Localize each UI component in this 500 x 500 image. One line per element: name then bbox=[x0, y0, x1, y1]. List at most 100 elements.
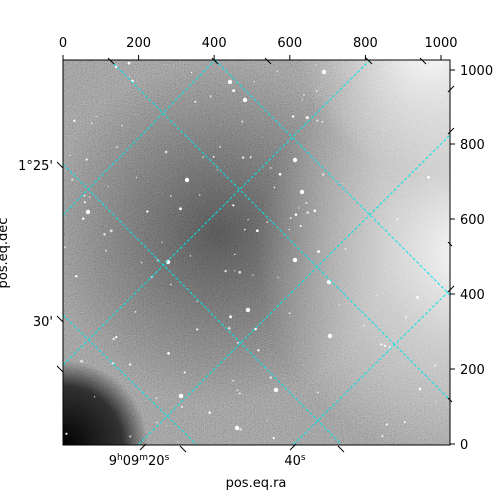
star bbox=[427, 61, 430, 64]
star bbox=[146, 210, 149, 213]
top-tick-label: 0 bbox=[59, 36, 67, 51]
star bbox=[236, 341, 239, 344]
star bbox=[184, 177, 190, 183]
star bbox=[338, 304, 341, 306]
star bbox=[299, 189, 305, 195]
star bbox=[257, 349, 260, 352]
grid-edge-tick bbox=[337, 445, 345, 453]
star bbox=[433, 364, 437, 367]
star bbox=[301, 99, 303, 101]
grid-line bbox=[109, 60, 450, 401]
star bbox=[249, 156, 252, 159]
star bbox=[326, 279, 332, 285]
star bbox=[243, 228, 246, 231]
star bbox=[134, 311, 137, 313]
star bbox=[65, 432, 68, 435]
star bbox=[196, 328, 199, 331]
star bbox=[344, 248, 347, 250]
star bbox=[234, 425, 240, 431]
star-field bbox=[64, 61, 437, 443]
star bbox=[170, 283, 172, 286]
star bbox=[183, 371, 186, 374]
star bbox=[383, 344, 387, 348]
grid-edge-tick bbox=[447, 397, 453, 403]
star bbox=[317, 250, 320, 253]
star bbox=[234, 270, 236, 272]
grid-edge-tick bbox=[139, 443, 147, 451]
grid-edge-tick bbox=[56, 365, 64, 373]
star bbox=[161, 241, 163, 243]
star bbox=[166, 424, 168, 427]
grid-edge-tick bbox=[56, 315, 64, 323]
star bbox=[232, 89, 236, 93]
grid-edge-tick bbox=[365, 57, 373, 65]
star bbox=[107, 185, 109, 188]
star bbox=[208, 411, 211, 414]
star bbox=[127, 61, 131, 65]
grid-edge-tick bbox=[447, 241, 453, 247]
star bbox=[269, 376, 273, 380]
dec-tick-label: 30' bbox=[33, 315, 53, 330]
star bbox=[164, 150, 168, 154]
grid-edge-tick bbox=[107, 57, 115, 65]
star bbox=[73, 119, 76, 122]
star bbox=[85, 158, 88, 161]
star bbox=[241, 120, 244, 123]
grid-line bbox=[292, 289, 450, 445]
star bbox=[216, 169, 218, 171]
star bbox=[167, 351, 170, 355]
star bbox=[202, 156, 204, 159]
star bbox=[241, 156, 245, 159]
star bbox=[178, 393, 184, 399]
star bbox=[305, 201, 308, 204]
star bbox=[367, 113, 369, 115]
star bbox=[234, 253, 236, 256]
grid-line bbox=[63, 60, 371, 366]
star bbox=[236, 389, 239, 392]
grid-edge-tick bbox=[56, 161, 64, 169]
right-axis: 0 200 400 600 800 1000 bbox=[450, 64, 493, 453]
ra-tick-label: 40s bbox=[284, 453, 306, 469]
grid-edge-tick bbox=[211, 57, 219, 65]
star bbox=[80, 359, 84, 363]
star bbox=[193, 100, 197, 104]
star bbox=[209, 95, 212, 98]
star bbox=[266, 419, 268, 422]
grid-line bbox=[214, 60, 450, 296]
star bbox=[82, 217, 85, 220]
star bbox=[88, 196, 91, 198]
star bbox=[316, 119, 319, 122]
star bbox=[103, 233, 106, 236]
star bbox=[227, 327, 231, 330]
star bbox=[434, 400, 437, 403]
star bbox=[69, 154, 71, 156]
star bbox=[116, 146, 119, 149]
star bbox=[382, 128, 384, 131]
right-tick-label: 800 bbox=[460, 138, 485, 153]
grid-edge-tick bbox=[447, 85, 455, 93]
top-tick-label: 1000 bbox=[424, 36, 457, 51]
star bbox=[239, 428, 242, 431]
star bbox=[273, 387, 279, 393]
star bbox=[388, 346, 392, 349]
grid-edge-ticks bbox=[56, 57, 455, 453]
star bbox=[179, 207, 182, 211]
star bbox=[109, 229, 113, 233]
star bbox=[432, 292, 435, 295]
star bbox=[128, 75, 131, 77]
star bbox=[232, 204, 235, 207]
star bbox=[289, 217, 292, 219]
star bbox=[91, 122, 93, 125]
star bbox=[165, 259, 171, 265]
left-axis: 1°25' 30' pos.eq.dec bbox=[0, 159, 53, 330]
star bbox=[189, 255, 192, 257]
star bbox=[224, 269, 227, 273]
bottom-axis: 9h09m20s 40s pos.eq.ra bbox=[109, 453, 306, 491]
star bbox=[315, 90, 318, 93]
star bbox=[129, 435, 132, 438]
star bbox=[273, 186, 276, 189]
star bbox=[115, 335, 118, 339]
grid-edge-tick bbox=[447, 285, 455, 293]
star bbox=[321, 173, 325, 176]
star bbox=[229, 315, 233, 319]
